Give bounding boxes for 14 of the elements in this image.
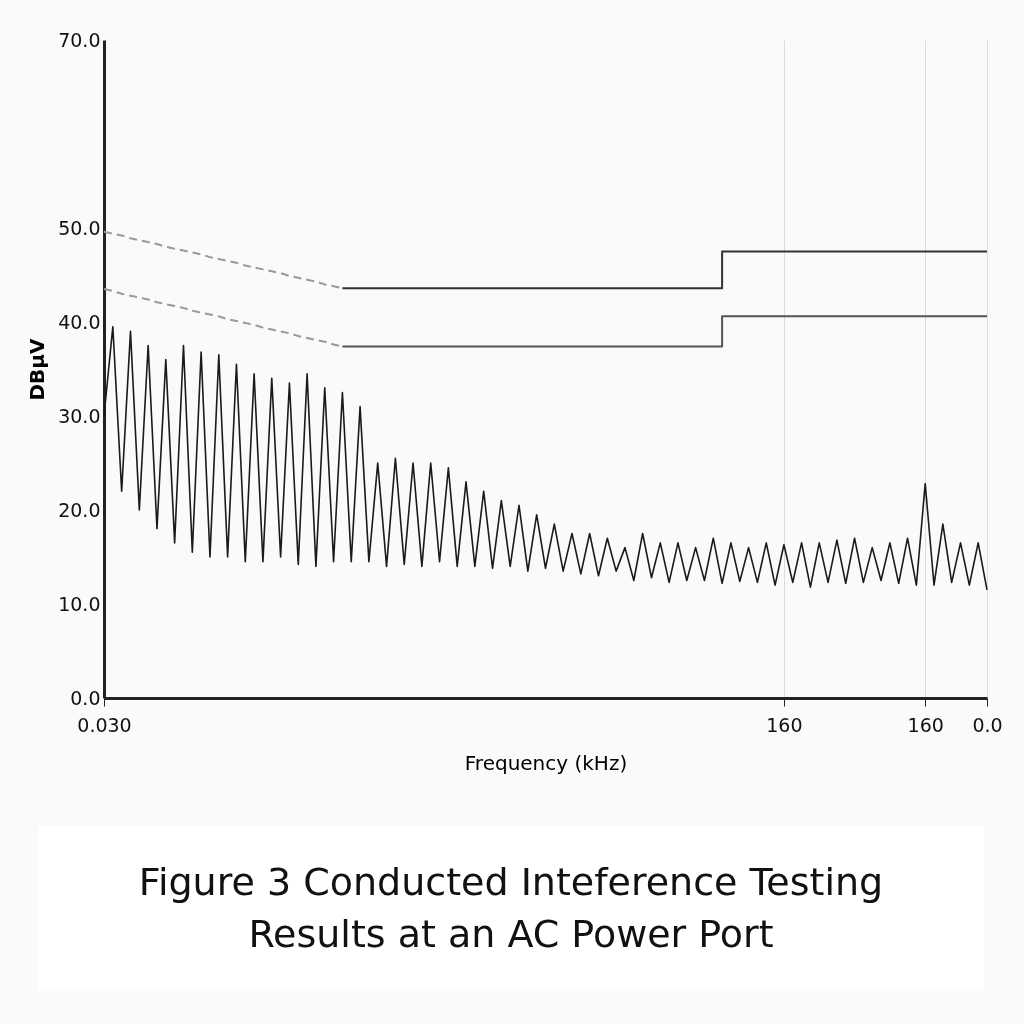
y-tick-label: 10.0 — [58, 592, 101, 615]
x-tick-label: 0.0 — [972, 713, 1003, 736]
x-tick-label: 160 — [766, 713, 803, 736]
y-tick-label: 20.0 — [58, 498, 101, 521]
x-tick-label: 160 — [907, 713, 944, 736]
y-axis-title: DBμV — [25, 337, 50, 401]
text: Figure 3 Conducted Inteference Testing Results at an AC Power Port — [38, 826, 984, 991]
x-tick-label: 0.030 — [77, 713, 132, 736]
y-tick-label: 50.0 — [58, 216, 101, 239]
y-tick-label: 0.0 — [70, 686, 101, 709]
y-tick-label: 30.0 — [58, 404, 101, 427]
x-axis-title: Frequency (kHz) — [464, 750, 628, 775]
y-tick-label: 40.0 — [58, 310, 101, 333]
y-tick-label: 70.0 — [58, 28, 101, 51]
